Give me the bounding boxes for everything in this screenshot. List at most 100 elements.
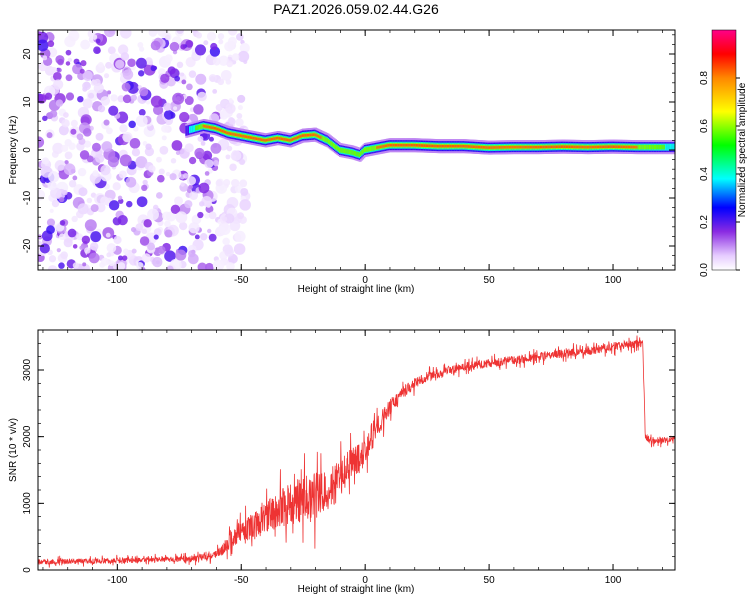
noise-blob (82, 86, 88, 92)
noise-blob (120, 52, 130, 61)
noise-blob (108, 260, 115, 267)
noise-blob (64, 151, 73, 160)
noise-blob (237, 50, 250, 63)
noise-blob (225, 154, 231, 160)
noise-blob (72, 244, 78, 249)
noise-blob (161, 124, 169, 133)
noise-blob (163, 109, 174, 120)
noise-blob (60, 251, 68, 260)
snr-y-ticks: 0 1000 2000 3000 (22, 329, 675, 573)
noise-blob (186, 83, 193, 91)
snr-x-tick-label: -100 (107, 575, 127, 586)
noise-blob (50, 187, 62, 199)
noise-blob (188, 70, 197, 78)
noise-blob (217, 33, 225, 40)
noise-blob (72, 175, 78, 181)
noise-blob (212, 259, 225, 270)
noise-blob (42, 55, 48, 61)
noise-blob (46, 132, 53, 139)
noise-blob (210, 142, 222, 154)
noise-blob (180, 44, 186, 50)
noise-blob (39, 243, 50, 254)
noise-blob (38, 189, 46, 201)
snr-x-tick-label: 50 (484, 575, 496, 586)
colorbar-tick-label: 0.8 (699, 71, 710, 85)
noise-blob (96, 202, 106, 213)
noise-blob (80, 39, 91, 50)
noise-blob (103, 119, 110, 126)
noise-blob (117, 95, 125, 103)
colorbar-tick-label: 0.0 (699, 263, 710, 277)
noise-blob (105, 61, 113, 69)
noise-blob (141, 253, 151, 263)
noise-blob (220, 69, 232, 81)
noise-blob (117, 195, 123, 201)
spectrogram-x-tick-label: 0 (362, 275, 368, 286)
noise-blob (224, 213, 235, 224)
noise-blob (68, 142, 76, 151)
noise-blob (62, 189, 68, 196)
noise-blob (52, 79, 64, 90)
noise-blob (199, 233, 208, 241)
noise-blob (235, 33, 244, 41)
noise-blob (89, 242, 99, 251)
noise-blob (77, 95, 84, 103)
spectrogram-x-label: Height of straight line (km) (298, 284, 415, 295)
snr-y-label: SNR (10 * v/v) (8, 418, 19, 482)
noise-blob (152, 256, 163, 268)
colorbar: 0.0 0.2 0.4 0.6 0.8 Normalized spectral ampl… (699, 29, 748, 277)
noise-blob (61, 144, 69, 152)
noise-blob (91, 34, 98, 40)
noise-blob (139, 87, 149, 97)
noise-blob (117, 215, 128, 226)
noise-blob (120, 30, 132, 39)
noise-blob (194, 147, 205, 159)
noise-blob (233, 243, 246, 255)
spectrogram-y-ticks: -20 -10 0 10 20 (22, 34, 675, 266)
noise-blob (221, 216, 228, 222)
noise-blob (72, 262, 79, 269)
noise-blob (170, 158, 177, 164)
noise-blob (61, 119, 70, 128)
noise-blob (227, 30, 238, 36)
noise-blob (188, 184, 194, 190)
noise-blob (204, 213, 210, 219)
noise-blob (158, 168, 165, 175)
noise-blob (180, 182, 185, 187)
noise-blob (188, 250, 196, 258)
noise-blob (101, 141, 113, 152)
noise-blob (135, 57, 147, 69)
noise-blob (225, 103, 236, 114)
noise-blob (165, 171, 171, 177)
noise-blob (186, 176, 197, 186)
noise-blob (56, 248, 61, 253)
noise-blob (197, 91, 207, 102)
noise-blob (163, 102, 172, 111)
noise-blob (46, 218, 56, 227)
spectrogram-x-tick-label: 50 (484, 275, 496, 286)
noise-blob (215, 179, 223, 187)
snr-y-tick-label: 1000 (22, 492, 33, 515)
noise-blob (79, 245, 84, 250)
noise-blob (170, 204, 181, 215)
noise-blob (179, 111, 190, 123)
noise-blob (156, 156, 162, 163)
noise-blob (200, 141, 206, 146)
noise-blob (137, 41, 144, 48)
noise-blob (141, 228, 148, 235)
noise-blob (148, 165, 156, 173)
noise-blob (239, 42, 250, 54)
noise-blob (166, 265, 174, 270)
noise-blob (76, 233, 84, 241)
noise-blob (191, 30, 198, 33)
noise-blob (224, 247, 234, 257)
noise-blob (204, 171, 210, 176)
noise-blob (208, 233, 217, 242)
noise-blob (237, 104, 243, 111)
snr-x-tick-label: 100 (605, 575, 622, 586)
noise-blob (176, 61, 184, 69)
noise-blob (240, 188, 249, 196)
noise-blob (122, 131, 133, 143)
noise-blob (38, 94, 47, 104)
noise-blob (185, 39, 194, 48)
